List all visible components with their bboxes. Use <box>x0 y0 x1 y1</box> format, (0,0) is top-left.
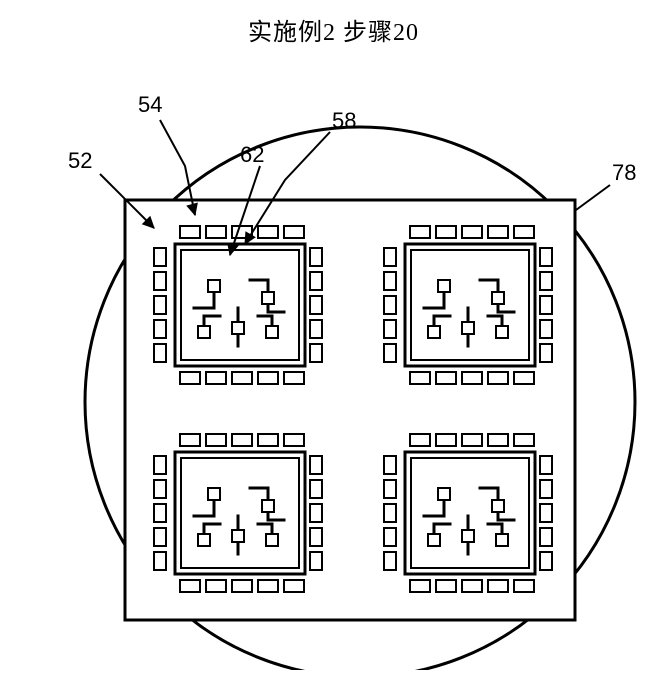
label-52: 52 <box>68 148 92 174</box>
label-58: 58 <box>332 108 356 134</box>
label-78: 78 <box>612 160 636 186</box>
label-54: 54 <box>138 92 162 118</box>
diagram-title: 实施例2 步骤20 <box>0 0 667 47</box>
schematic-svg <box>30 70 637 670</box>
diagram-container: 52 54 58 62 78 <box>30 70 637 670</box>
label-62: 62 <box>240 142 264 168</box>
